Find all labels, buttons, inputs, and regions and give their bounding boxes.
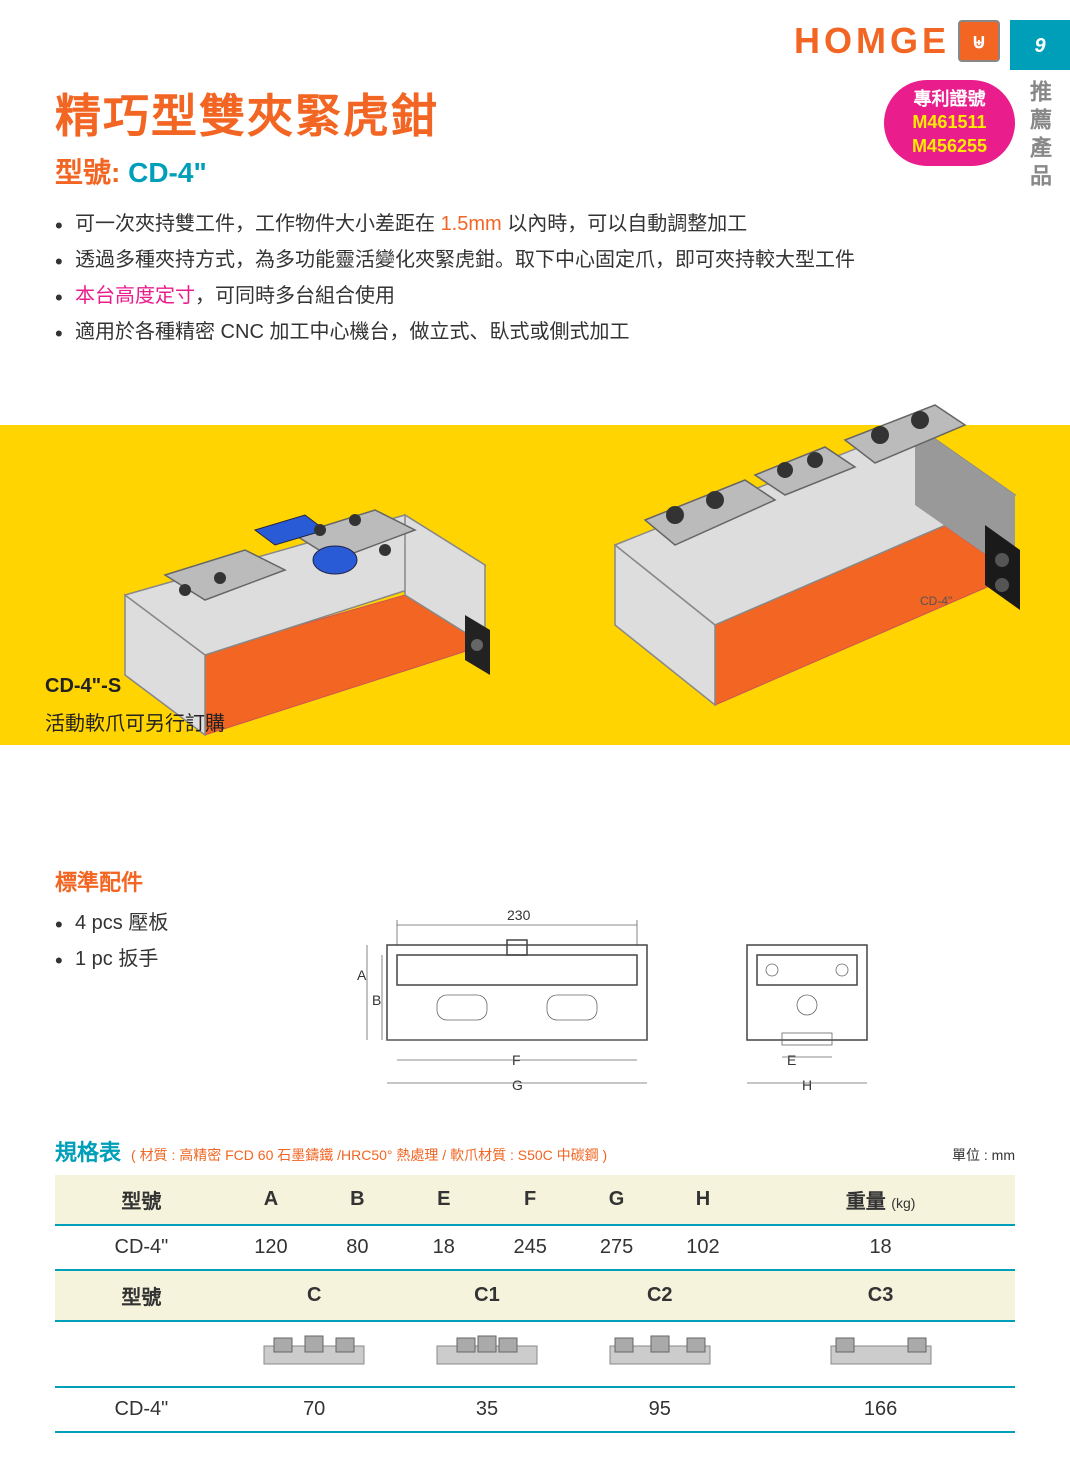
product-image-right: CD-4"	[545, 355, 1045, 775]
config-icon	[259, 1332, 369, 1370]
table-cell	[55, 1321, 228, 1387]
accessories-row: 4 pcs 壓板 1 pc 扳手 230 A B	[55, 905, 1015, 1105]
diagram-label-G: G	[512, 1077, 523, 1093]
table-cell: CD-4"	[55, 1225, 228, 1270]
accessories-title: 標準配件	[55, 865, 1015, 897]
diagram-label-E: E	[787, 1052, 796, 1068]
subtitle-label: 型號:	[55, 157, 120, 188]
table-row	[55, 1321, 1015, 1387]
table-cell: CD-4"	[55, 1387, 228, 1432]
table-cell: 70	[228, 1387, 401, 1432]
table-row: CD-4" 70 35 95 166	[55, 1387, 1015, 1432]
spec-table: 型號 A B E F G H 重量 (kg) CD-4" 120 80 18 2…	[55, 1175, 1015, 1433]
table-cell: 120	[228, 1225, 314, 1270]
table-row: CD-4" 120 80 18 245 275 102 18	[55, 1225, 1015, 1270]
side-category-label: 推薦產品	[1023, 80, 1055, 192]
table-cell: 102	[660, 1225, 746, 1270]
table-cell: 18	[746, 1225, 1015, 1270]
diagram-front-view: 230 A B F G	[337, 905, 697, 1105]
diagram-dim-230: 230	[507, 907, 531, 923]
table-header-row: 型號 A B E F G H 重量 (kg)	[55, 1175, 1015, 1225]
diagram-side-view: E H	[727, 905, 887, 1105]
patent-number-1: M461511	[912, 111, 987, 134]
highlight-dimension: 1.5mm	[441, 213, 502, 235]
table-cell: 245	[487, 1225, 573, 1270]
table-header-row: 型號 C C1 C2 C3	[55, 1270, 1015, 1321]
table-header: C2	[573, 1270, 746, 1321]
highlight-feature: 本台高度定寸	[75, 285, 195, 307]
spec-header: 規格表 ( 材質 : 高精密 FCD 60 石墨鑄鐵 /HRC50° 熱處理 /…	[55, 1135, 1015, 1167]
accessory-item: 4 pcs 壓板	[55, 905, 168, 941]
table-cell: 166	[746, 1387, 1015, 1432]
spec-material: ( 材質 : 高精密 FCD 60 石墨鑄鐵 /HRC50° 熱處理 / 軟爪材…	[131, 1145, 607, 1165]
table-header: C	[228, 1270, 401, 1321]
table-cell: 80	[314, 1225, 400, 1270]
table-header: 型號	[55, 1270, 228, 1321]
title-row: 精巧型雙夾緊虎鉗 型號: CD-4" 專利證號 M461511 M456255	[55, 80, 1015, 191]
page-number: 9	[1010, 20, 1070, 70]
table-header: F	[487, 1175, 573, 1225]
spec-title: 規格表	[55, 1135, 121, 1167]
product-hero: CD-4" CD-4"-S 活動軟爪可另行訂購	[55, 375, 1015, 855]
page-title: 精巧型雙夾緊虎鉗	[55, 80, 439, 146]
table-header: A	[228, 1175, 314, 1225]
feature-item: 適用於各種精密 CNC 加工中心機台，做立式、臥式或側式加工	[55, 314, 1015, 350]
table-header: G	[573, 1175, 659, 1225]
diagram-label-A: A	[357, 967, 367, 983]
table-cell: 275	[573, 1225, 659, 1270]
product-image-left	[95, 415, 515, 815]
table-header: 重量 (kg)	[746, 1175, 1015, 1225]
logo: HOMGE ⊎	[794, 20, 1000, 62]
accessories-list: 4 pcs 壓板 1 pc 扳手	[55, 905, 168, 1105]
table-header: H	[660, 1175, 746, 1225]
config-icon	[605, 1332, 715, 1370]
diagram-label-H: H	[802, 1077, 812, 1093]
table-header: C1	[401, 1270, 574, 1321]
config-icon	[826, 1332, 936, 1370]
product-left-sublabel: 活動軟爪可另行訂購	[45, 707, 225, 736]
feature-list: 可一次夾持雙工件，工作物件大小差距在 1.5mm 以內時，可以自動調整加工 透過…	[55, 206, 1015, 350]
spec-unit: 單位 : mm	[952, 1145, 1015, 1165]
config-icon	[432, 1332, 542, 1370]
feature-item: 本台高度定寸，可同時多台組合使用	[55, 278, 1015, 314]
feature-item: 可一次夾持雙工件，工作物件大小差距在 1.5mm 以內時，可以自動調整加工	[55, 206, 1015, 242]
config-diagram-cell	[228, 1321, 401, 1387]
config-diagram-cell	[746, 1321, 1015, 1387]
patent-title: 專利證號	[912, 88, 987, 111]
logo-text: HOMGE	[794, 20, 950, 62]
logo-icon: ⊎	[958, 20, 1000, 62]
subtitle-model: CD-4"	[120, 157, 206, 188]
config-diagram-cell	[401, 1321, 574, 1387]
technical-diagrams: 230 A B F G	[208, 905, 1015, 1105]
accessory-item: 1 pc 扳手	[55, 941, 168, 977]
table-header: E	[401, 1175, 487, 1225]
table-cell: 18	[401, 1225, 487, 1270]
svg-text:CD-4": CD-4"	[920, 594, 952, 608]
config-diagram-cell	[573, 1321, 746, 1387]
model-subtitle: 型號: CD-4"	[55, 151, 439, 191]
patent-number-2: M456255	[912, 135, 987, 158]
header: HOMGE ⊎ 9	[0, 20, 1070, 70]
table-cell: 35	[401, 1387, 574, 1432]
patent-badge: 專利證號 M461511 M456255	[884, 80, 1015, 166]
table-header: B	[314, 1175, 400, 1225]
table-header: 型號	[55, 1175, 228, 1225]
feature-item: 透過多種夾持方式，為多功能靈活變化夾緊虎鉗。取下中心固定爪，即可夾持較大型工件	[55, 242, 1015, 278]
diagram-label-B: B	[372, 992, 381, 1008]
table-header: C3	[746, 1270, 1015, 1321]
table-cell: 95	[573, 1387, 746, 1432]
product-left-label: CD-4"-S	[45, 675, 121, 698]
